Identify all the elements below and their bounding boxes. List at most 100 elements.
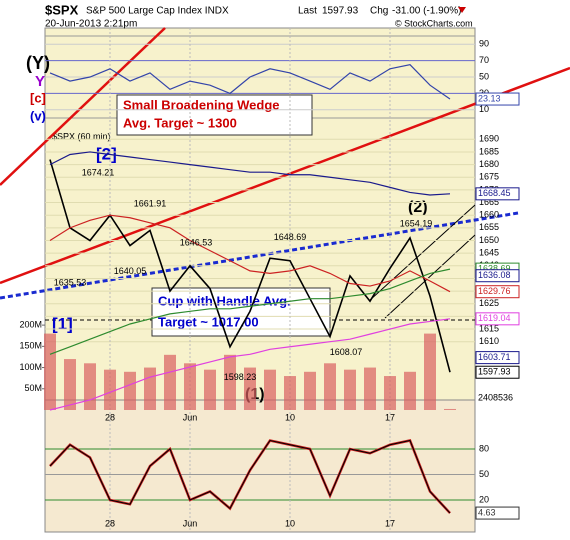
- wave-label: (2): [408, 199, 428, 216]
- wedge-text: Avg. Target ~ 1300: [123, 115, 237, 130]
- rsi-tick-label: 70: [479, 55, 489, 65]
- value-label: 1668.45: [478, 188, 511, 198]
- date: 20-Jun-2013 2:21pm: [45, 19, 137, 30]
- volume-bar: [84, 363, 96, 410]
- volume-bar: [124, 371, 136, 410]
- wave-label: (v): [30, 108, 46, 123]
- price-label: 1640.05: [114, 266, 147, 276]
- osc-tick-label: 50: [479, 469, 489, 479]
- inset-label: $SPX (60 min): [52, 131, 111, 141]
- y-tick-label: 1655: [479, 222, 499, 232]
- volume-bar: [144, 367, 156, 410]
- x-tick-label: 10: [285, 518, 295, 528]
- wave-label: Y: [35, 73, 45, 90]
- x-tick-label: 10: [285, 412, 295, 422]
- x-tick-label: Jun: [183, 518, 198, 528]
- credit: © StockCharts.com: [395, 18, 473, 28]
- volume-bar: [404, 371, 416, 410]
- value-label: 1619.04: [478, 313, 511, 323]
- volume-bar: [344, 369, 356, 410]
- volume-bar: [64, 359, 76, 410]
- value-tag: [475, 351, 520, 365]
- value-tag: [475, 269, 520, 283]
- value-label: 1597.93: [478, 367, 511, 377]
- oscillator-line: [49, 439, 451, 514]
- price-label: 1648.69: [274, 232, 307, 242]
- y-tick-label: 1675: [479, 172, 499, 182]
- last: 1597.93: [322, 6, 359, 17]
- volume-tick-label: 200M: [19, 319, 42, 329]
- x-tick-label: Jun: [183, 412, 198, 422]
- price-label: 1654.19: [400, 218, 433, 228]
- value-label: 23.13: [478, 93, 501, 103]
- subtitle: S&P 500 Large Cap Index INDX: [86, 6, 229, 17]
- volume-bar: [164, 354, 176, 410]
- wedge-text: Small Broadening Wedge: [123, 97, 280, 112]
- rsi-tick-label: 90: [479, 39, 489, 49]
- x-tick-label: 28: [105, 412, 115, 422]
- moving-average: [49, 151, 451, 196]
- y-tick-label: 1650: [479, 235, 499, 245]
- x-tick-label: 17: [385, 518, 395, 528]
- cup-text: Cup with Handle Avg.: [158, 293, 291, 308]
- moving-average: [49, 214, 451, 293]
- wave-label: (Y): [26, 53, 50, 73]
- price-label: 1608.07: [330, 347, 363, 357]
- x-tick-label: 28: [105, 518, 115, 528]
- value-label: 4.63: [478, 507, 496, 517]
- volume-bar: [424, 333, 436, 410]
- y-tick-label: 1625: [479, 298, 499, 308]
- value-tag: [475, 312, 520, 326]
- y-tick-label: 1680: [479, 159, 499, 169]
- volume-bar: [104, 369, 116, 410]
- value-tag: [475, 506, 520, 520]
- value-label: 1638.69: [478, 263, 511, 273]
- osc-tick-label: 80: [479, 443, 489, 453]
- value-tag: [475, 365, 520, 379]
- volume-bar: [384, 376, 396, 410]
- price-line: [49, 159, 451, 373]
- value-label: 1636.08: [478, 270, 511, 280]
- oscillator-panel: [44, 399, 476, 533]
- price-label: 1646.53: [180, 238, 213, 248]
- volume-bar: [224, 354, 236, 410]
- rsi-line: [49, 64, 451, 100]
- value-label: 1629.76: [478, 286, 511, 296]
- down-arrow: [458, 7, 466, 13]
- price-label: 1661.91: [134, 199, 167, 209]
- volume-bar: [44, 333, 56, 410]
- price-label: 1598.23: [224, 372, 257, 382]
- volume-bar: [284, 376, 296, 410]
- volume-bar: [244, 367, 256, 410]
- y-tick-label: 1615: [479, 323, 499, 333]
- wave-label: [c]: [30, 90, 46, 105]
- y-tick-label: 1685: [479, 146, 499, 156]
- chg-label: Chg: [370, 6, 388, 17]
- y-tick-label: 1690: [479, 134, 499, 144]
- volume-tick-label: 150M: [19, 341, 42, 351]
- volume-bar: [204, 369, 216, 410]
- price-panel: [44, 27, 476, 411]
- volume-bar: [264, 369, 276, 410]
- chart-title: $SPX: [45, 2, 79, 17]
- volume-tick-label: 100M: [19, 362, 42, 372]
- wave-label: [1]: [52, 314, 73, 333]
- y-tick-label: 1610: [479, 336, 499, 346]
- volume-bar: [364, 367, 376, 410]
- value-label: 1603.71: [478, 352, 511, 362]
- last-label: Last: [298, 6, 317, 17]
- volume-bar: [184, 363, 196, 410]
- rsi-tick-label: 10: [479, 104, 489, 114]
- value-tag: [475, 285, 520, 299]
- cup-text: Target ~ 1017.00: [158, 314, 259, 329]
- volume-bar: [304, 371, 316, 410]
- wedge-box: [116, 94, 313, 136]
- volume-bar: [324, 363, 336, 410]
- y-tick-label: 1645: [479, 248, 499, 258]
- y-tick-label: 1665: [479, 197, 499, 207]
- rsi-tick-label: 50: [479, 71, 489, 81]
- trendline: [0, 66, 570, 285]
- volume-tick-label: 50M: [24, 383, 42, 393]
- trendline: [0, 27, 166, 186]
